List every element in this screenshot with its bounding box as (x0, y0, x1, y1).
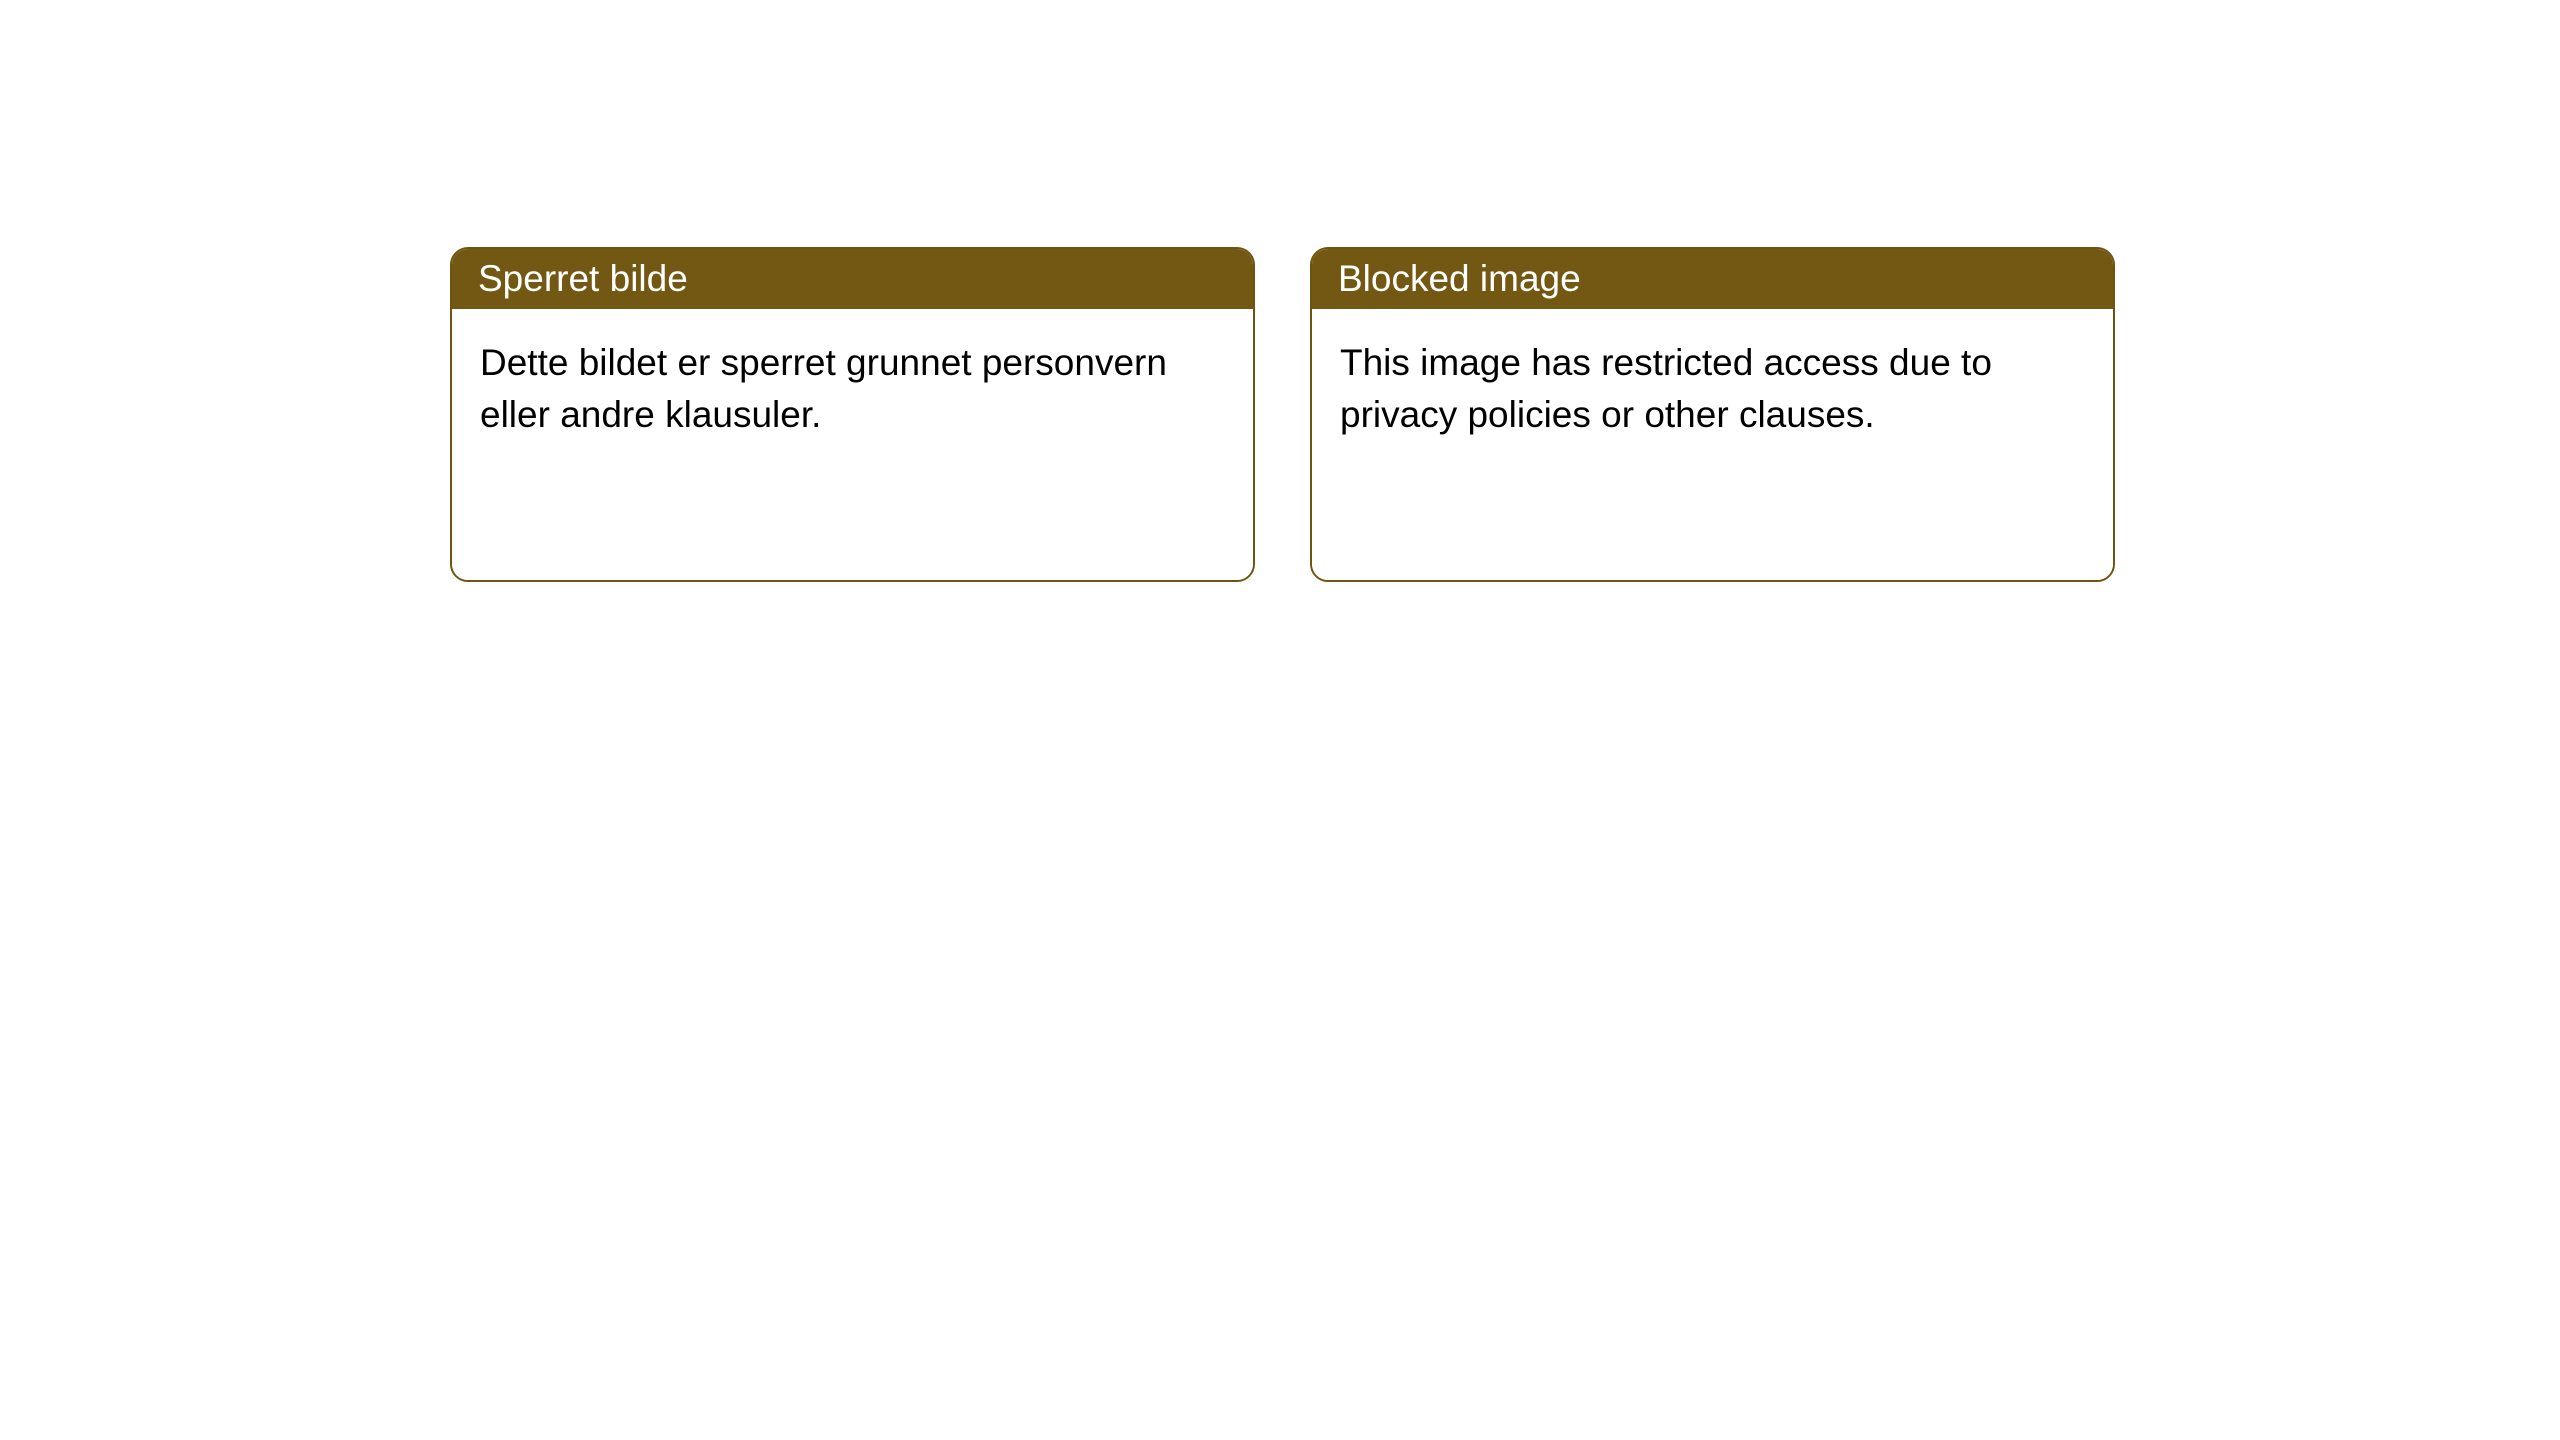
card-body: This image has restricted access due to … (1312, 309, 2113, 580)
card-title: Blocked image (1338, 258, 1581, 300)
card-body: Dette bildet er sperret grunnet personve… (452, 309, 1253, 580)
card-header: Blocked image (1312, 249, 2113, 309)
card-header: Sperret bilde (452, 249, 1253, 309)
card-body-text: Dette bildet er sperret grunnet personve… (480, 342, 1167, 435)
notice-cards-container: Sperret bilde Dette bildet er sperret gr… (450, 247, 2115, 582)
notice-card-english: Blocked image This image has restricted … (1310, 247, 2115, 582)
notice-card-norwegian: Sperret bilde Dette bildet er sperret gr… (450, 247, 1255, 582)
card-title: Sperret bilde (478, 258, 688, 300)
card-body-text: This image has restricted access due to … (1340, 342, 1992, 435)
